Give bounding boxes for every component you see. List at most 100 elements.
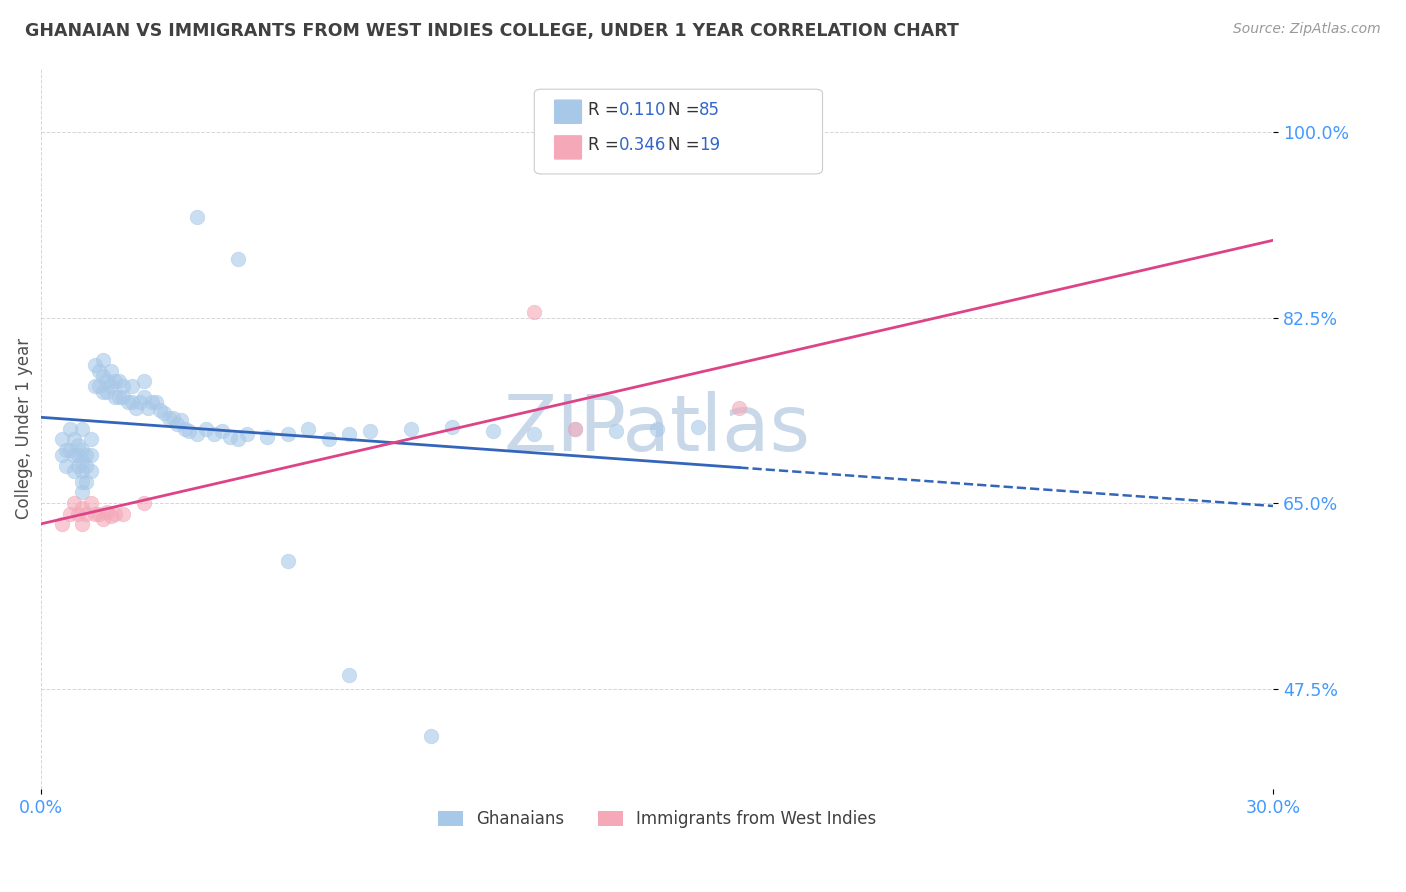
Point bbox=[645, 422, 668, 436]
Point bbox=[359, 424, 381, 438]
Point bbox=[256, 430, 278, 444]
Text: ZIPatlas: ZIPatlas bbox=[503, 391, 811, 467]
Point bbox=[63, 496, 86, 510]
Point bbox=[72, 422, 94, 436]
Point bbox=[79, 496, 101, 510]
Point bbox=[440, 419, 463, 434]
Point bbox=[157, 411, 180, 425]
Point bbox=[605, 424, 627, 438]
Point bbox=[211, 424, 233, 438]
Point bbox=[67, 458, 90, 473]
Point bbox=[76, 507, 98, 521]
Point bbox=[174, 422, 197, 436]
Point bbox=[482, 424, 505, 438]
Point bbox=[112, 379, 135, 393]
Point bbox=[63, 449, 86, 463]
Point bbox=[297, 422, 319, 436]
Point bbox=[72, 485, 94, 500]
Point bbox=[91, 353, 114, 368]
Point bbox=[96, 384, 118, 399]
Text: N =: N = bbox=[668, 136, 704, 154]
Point bbox=[59, 443, 82, 458]
Point bbox=[79, 464, 101, 478]
Text: R =: R = bbox=[588, 136, 624, 154]
Y-axis label: College, Under 1 year: College, Under 1 year bbox=[15, 338, 32, 519]
Point bbox=[72, 501, 94, 516]
Point bbox=[55, 443, 77, 458]
Point bbox=[153, 406, 176, 420]
Point bbox=[79, 433, 101, 447]
Text: R =: R = bbox=[588, 101, 624, 119]
Point bbox=[67, 438, 90, 452]
Point bbox=[202, 427, 225, 442]
Point bbox=[132, 390, 155, 404]
Point bbox=[63, 464, 86, 478]
Point bbox=[228, 433, 250, 447]
Point bbox=[523, 305, 546, 319]
Point bbox=[112, 507, 135, 521]
Point bbox=[112, 390, 135, 404]
Text: 0.346: 0.346 bbox=[619, 136, 666, 154]
Point bbox=[76, 458, 98, 473]
Point bbox=[79, 449, 101, 463]
Point bbox=[128, 395, 150, 409]
Point bbox=[194, 422, 217, 436]
Point bbox=[63, 433, 86, 447]
Point bbox=[523, 427, 546, 442]
Point bbox=[96, 374, 118, 388]
Point bbox=[108, 374, 131, 388]
Point bbox=[228, 252, 250, 267]
Point bbox=[83, 379, 105, 393]
Point bbox=[170, 413, 193, 427]
Point bbox=[87, 507, 110, 521]
Point bbox=[67, 507, 90, 521]
Point bbox=[72, 443, 94, 458]
Point bbox=[104, 374, 127, 388]
Point bbox=[277, 554, 299, 568]
Point bbox=[87, 363, 110, 377]
Point bbox=[235, 427, 257, 442]
Point bbox=[67, 449, 90, 463]
Point bbox=[121, 395, 143, 409]
Text: N =: N = bbox=[668, 101, 704, 119]
Point bbox=[59, 422, 82, 436]
Point bbox=[51, 433, 73, 447]
Point bbox=[125, 401, 148, 415]
Point bbox=[219, 430, 242, 444]
Point bbox=[104, 507, 127, 521]
Point bbox=[149, 402, 172, 417]
Point bbox=[132, 496, 155, 510]
Point bbox=[420, 729, 443, 743]
Point bbox=[83, 359, 105, 373]
Point bbox=[72, 475, 94, 489]
Point bbox=[76, 475, 98, 489]
Point bbox=[108, 390, 131, 404]
Point bbox=[51, 449, 73, 463]
Point bbox=[121, 379, 143, 393]
Point bbox=[100, 379, 122, 393]
Point bbox=[72, 464, 94, 478]
Point bbox=[72, 517, 94, 532]
Point bbox=[87, 379, 110, 393]
Point bbox=[91, 384, 114, 399]
Legend: Ghanaians, Immigrants from West Indies: Ghanaians, Immigrants from West Indies bbox=[432, 804, 883, 835]
Point bbox=[117, 395, 139, 409]
Point bbox=[179, 424, 201, 438]
Point bbox=[728, 401, 751, 415]
Point bbox=[136, 401, 159, 415]
Point bbox=[564, 422, 586, 436]
Point bbox=[72, 453, 94, 467]
Point bbox=[83, 507, 105, 521]
Point bbox=[59, 507, 82, 521]
Point bbox=[51, 517, 73, 532]
Point bbox=[337, 427, 360, 442]
Point bbox=[104, 390, 127, 404]
Point bbox=[91, 512, 114, 526]
Point bbox=[564, 422, 586, 436]
Point bbox=[277, 427, 299, 442]
Point bbox=[91, 368, 114, 383]
Point bbox=[100, 363, 122, 377]
Text: 19: 19 bbox=[699, 136, 720, 154]
Point bbox=[96, 504, 118, 518]
Text: 85: 85 bbox=[699, 101, 720, 119]
